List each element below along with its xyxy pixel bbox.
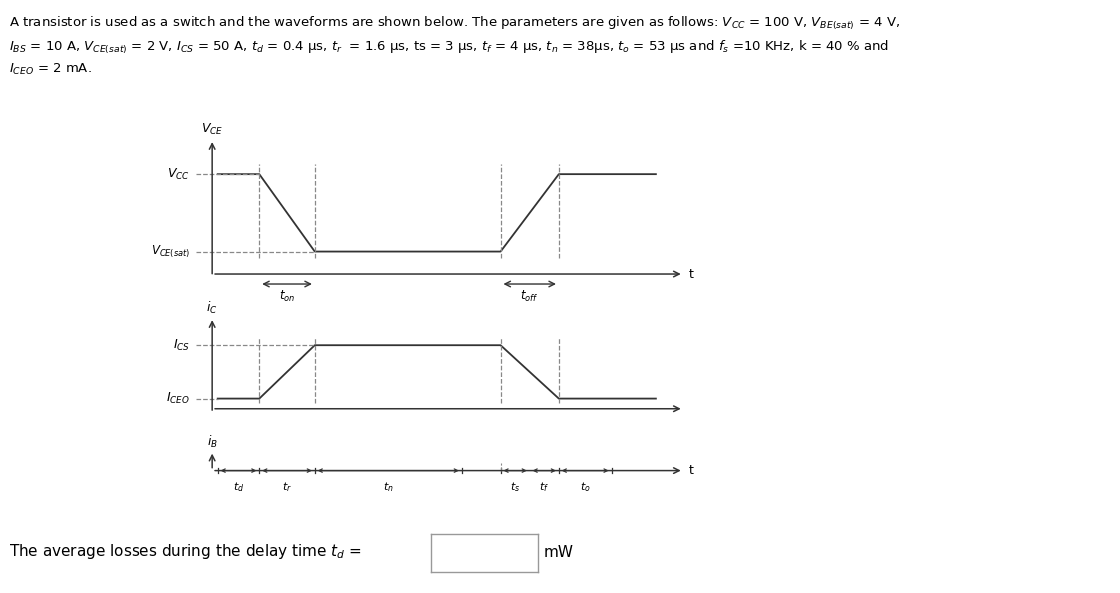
Text: $t_o$: $t_o$ — [580, 480, 590, 493]
Text: mW: mW — [543, 545, 573, 560]
Text: A transistor is used as a switch and the waveforms are shown below. The paramete: A transistor is used as a switch and the… — [9, 15, 900, 32]
Text: $t_{off}$: $t_{off}$ — [521, 289, 539, 304]
Text: $t_d$: $t_d$ — [233, 480, 244, 493]
Text: $V_{CC}$: $V_{CC}$ — [167, 167, 190, 181]
Text: t: t — [689, 464, 694, 477]
Text: $t_r$: $t_r$ — [282, 480, 292, 493]
Text: $V_{CE(sat)}$: $V_{CE(sat)}$ — [151, 243, 190, 260]
Text: $V_{CE}$: $V_{CE}$ — [202, 122, 223, 137]
Text: $i_B$: $i_B$ — [207, 434, 217, 450]
Text: $t_f$: $t_f$ — [539, 480, 549, 493]
Text: $I_{BS}$ = 10 A, $V_{CE(sat)}$ = 2 V, $I_{CS}$ = 50 A, $t_d$ = 0.4 μs, $t_r$  = : $I_{BS}$ = 10 A, $V_{CE(sat)}$ = 2 V, $I… — [9, 39, 889, 56]
Text: $t_n$: $t_n$ — [383, 480, 393, 493]
Text: $I_{CEO}$: $I_{CEO}$ — [166, 391, 190, 406]
Text: $t_{on}$: $t_{on}$ — [279, 289, 296, 304]
Text: $I_{CEO}$ = 2 mA.: $I_{CEO}$ = 2 mA. — [9, 62, 92, 77]
Text: $I_{CS}$: $I_{CS}$ — [172, 337, 190, 353]
Text: t: t — [689, 267, 694, 280]
Text: $i_C$: $i_C$ — [206, 299, 218, 315]
Text: The average losses during the delay time $t_d$ =: The average losses during the delay time… — [9, 542, 362, 561]
Text: $t_s$: $t_s$ — [510, 480, 521, 493]
